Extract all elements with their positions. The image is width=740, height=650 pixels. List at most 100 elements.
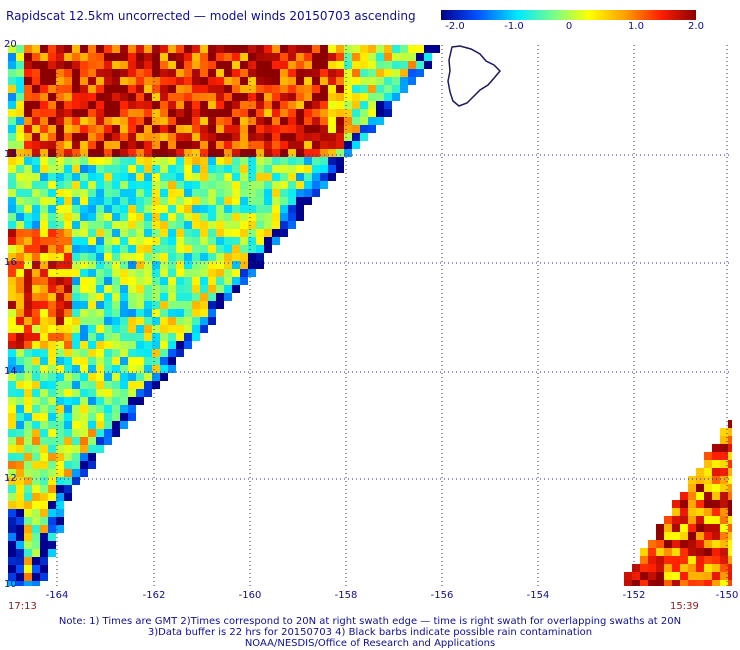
swath-cell [80,309,88,317]
swath-cell [72,261,80,269]
swath-cell [296,109,304,117]
swath-cell [48,373,56,381]
swath-cell [72,69,80,77]
swath-cell [720,444,728,452]
swath-cell [88,189,96,197]
swath-cell [240,109,248,117]
swath-cell [72,461,80,469]
swath-cell [360,85,368,93]
swath-cell [8,141,16,149]
swath-cell [48,165,56,173]
swath-cell [16,509,24,517]
swath-cell [120,109,128,117]
swath-cell [352,101,360,109]
swath-cell [16,45,24,53]
swath-cell [712,532,720,540]
swath-cell [120,61,128,69]
swath-cell [696,564,704,572]
swath-cell [24,349,32,357]
swath-cell [96,213,104,221]
swath-cell [128,293,136,301]
swath-cell [160,269,168,277]
swath-cell [64,61,72,69]
swath-cell [128,245,136,253]
swath-cell [32,189,40,197]
swath-cell [336,165,344,173]
swath-cell [160,149,168,157]
swath-cell [704,580,712,586]
swath-cell [88,157,96,165]
swath-cell [720,484,728,492]
swath-cell [192,229,200,237]
lon-label-150: -150 [715,590,739,601]
swath-cell [256,53,264,61]
swath-cell [352,125,360,133]
swath-cell [192,317,200,325]
swath-cell [24,389,32,397]
swath-cell [416,53,424,61]
swath-cell [176,197,184,205]
swath-cell [232,277,240,285]
swath-cell [160,357,168,365]
swath-cell [152,173,160,181]
swath-cell [256,181,264,189]
swath-cell [232,261,240,269]
swath-cell [136,357,144,365]
swath-cell [280,157,288,165]
swath-cell [24,149,32,157]
swath-cell [72,269,80,277]
swath-cell [144,141,152,149]
swath-cell [696,548,704,556]
swath-cell [208,205,216,213]
swath-cell [224,165,232,173]
swath-cell [216,189,224,197]
swath-cell [64,453,72,461]
swath-cell [224,85,232,93]
swath-cell [656,548,664,556]
swath-cell [728,420,732,428]
swath-cell [176,85,184,93]
swath-cell [8,93,16,101]
swath-cell [104,253,112,261]
swath-cell [168,237,176,245]
swath-cell [136,365,144,373]
swath-cell [32,309,40,317]
swath-cell [152,157,160,165]
swath-cell [120,149,128,157]
swath-cell [112,253,120,261]
swath-cell [352,53,360,61]
swath-cell [320,173,328,181]
swath-cell [664,548,672,556]
swath-cell [384,61,392,69]
swath-cell [64,53,72,61]
swath-cell [120,405,128,413]
swath-cell [160,317,168,325]
swath-cell [152,285,160,293]
swath-cell [688,476,696,484]
swath-cell [96,205,104,213]
swath-cell [112,229,120,237]
swath-cell [32,525,40,533]
swath-cell [144,149,152,157]
swath-cell [48,381,56,389]
swath-cell [96,349,104,357]
swath-cell [16,549,24,557]
swath-cell [256,165,264,173]
swath-cell [48,149,56,157]
swath-cell [200,221,208,229]
swath-cell [208,317,216,325]
swath-cell [16,381,24,389]
swath-cell [64,77,72,85]
swath-cell [248,229,256,237]
swath-cell [336,117,344,125]
swath-cell [8,525,16,533]
swath-cell [88,261,96,269]
swath-cell [152,93,160,101]
swath-cell [176,301,184,309]
swath-cell [288,213,296,221]
swath-cell [160,301,168,309]
swath-cell [96,101,104,109]
swath-cell [160,181,168,189]
swath-cell [144,293,152,301]
swath-cell [320,125,328,133]
